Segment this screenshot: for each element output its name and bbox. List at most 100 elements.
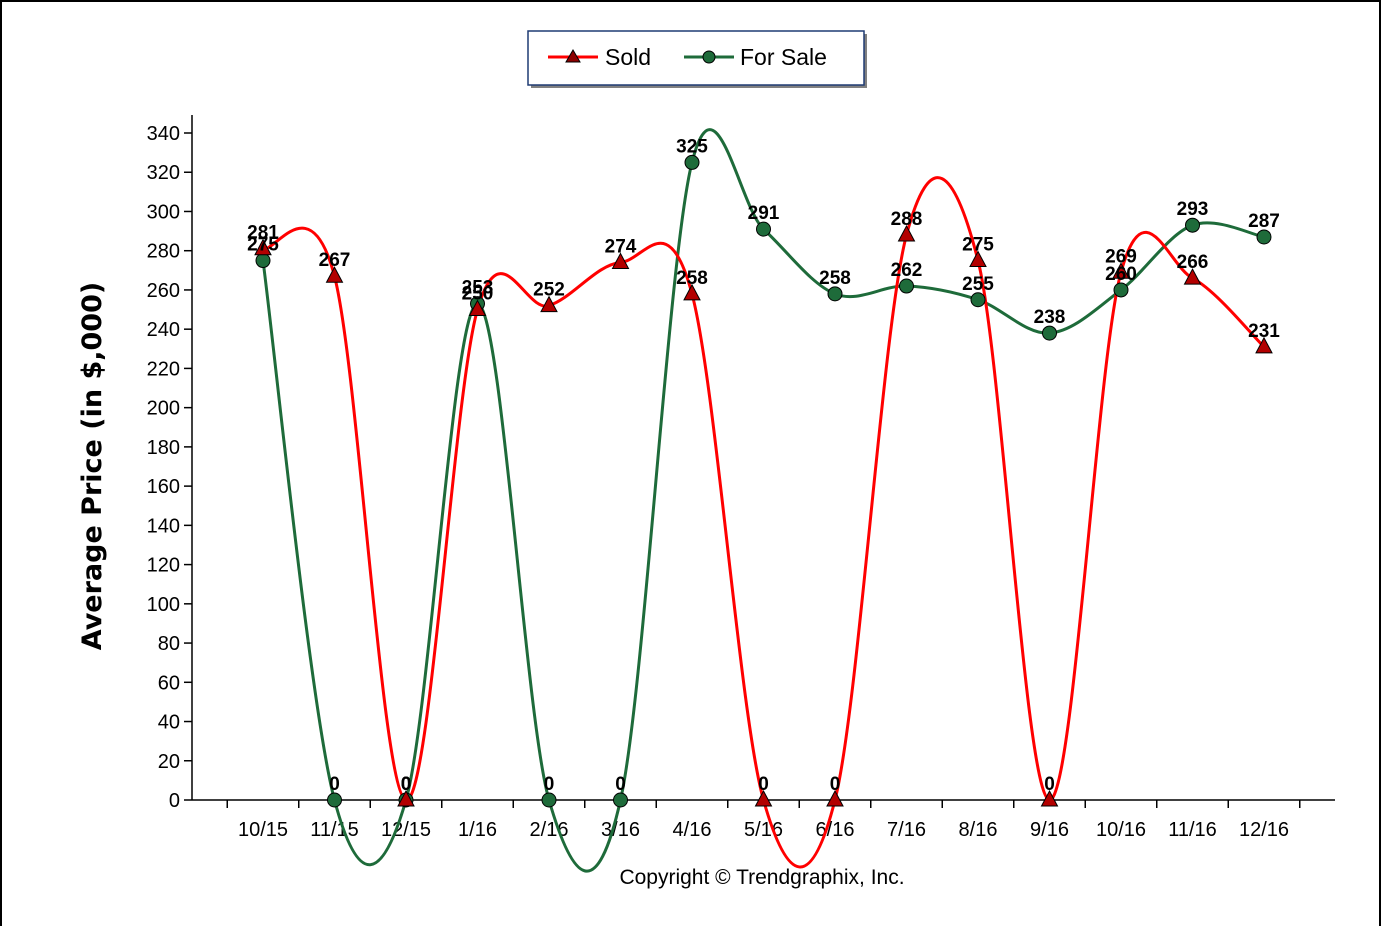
y-tick-label: 140 [147, 515, 180, 537]
data-label-sold: 275 [962, 235, 994, 256]
data-label-for-sale: 287 [1248, 211, 1280, 232]
legend-sold-marker [565, 49, 581, 63]
point-for-sale [827, 286, 843, 302]
data-label-sold: 288 [891, 209, 923, 230]
point-sold [468, 299, 487, 317]
x-tick-label: 7/16 [887, 819, 926, 841]
y-tick-label: 20 [158, 751, 180, 773]
data-label-for-sale: 291 [748, 203, 780, 224]
data-label-sold: 250 [462, 284, 494, 305]
point-sold [1255, 336, 1273, 354]
y-tick-label: 100 [147, 594, 180, 616]
data-label-for-sale: 0 [615, 774, 626, 795]
point-for-sale [327, 792, 342, 808]
x-tick-label: 9/16 [1030, 819, 1069, 841]
point-for-sale [255, 253, 271, 269]
y-tick-label: 80 [158, 633, 180, 655]
y-tick-label: 320 [147, 162, 180, 184]
point-sold [897, 224, 916, 242]
data-label-for-sale: 255 [962, 274, 994, 295]
point-sold [1183, 268, 1202, 285]
point-sold [683, 283, 701, 301]
point-for-sale [1113, 282, 1129, 298]
data-label-for-sale: 325 [676, 136, 708, 157]
point-for-sale [970, 292, 986, 308]
data-label-sold: 252 [533, 280, 565, 301]
point-for-sale [1185, 217, 1200, 233]
point-for-sale [1042, 325, 1057, 341]
data-label-for-sale: 293 [1177, 199, 1209, 220]
series-layer [254, 128, 1273, 873]
data-label-sold: 0 [401, 774, 412, 795]
point-for-sale [613, 792, 628, 808]
legend-for-sale-label: For Sale [740, 44, 827, 70]
y-tick-label: 120 [147, 555, 180, 577]
data-label-sold: 281 [247, 223, 279, 244]
point-for-sale [541, 792, 557, 808]
series-line-sold [262, 176, 1266, 869]
data-label-sold: 267 [319, 250, 351, 271]
y-tick-label: 160 [147, 476, 180, 498]
data-label-sold: 266 [1177, 252, 1209, 273]
point-sold [397, 789, 415, 807]
data-label-sold: 258 [676, 268, 708, 289]
y-tick-label: 0 [169, 790, 180, 812]
y-tick-label: 260 [147, 280, 180, 302]
x-tick-label: 6/16 [816, 819, 855, 841]
point-for-sale [1256, 229, 1272, 245]
data-label-for-sale: 0 [329, 774, 340, 795]
x-tick-label: 12/15 [381, 819, 431, 841]
y-tick-label: 40 [158, 712, 180, 734]
y-tick-label: 220 [147, 358, 180, 380]
data-label-sold: 274 [605, 236, 637, 257]
y-tick-label: 300 [147, 201, 180, 223]
data-label-for-sale: 0 [401, 774, 412, 795]
x-tick-label: 10/16 [1096, 819, 1146, 841]
point-sold [325, 266, 344, 283]
y-axis-label: Average Price (in $,000) [77, 282, 108, 650]
legend-sold-label: Sold [605, 44, 651, 70]
y-tick-label: 280 [147, 241, 180, 263]
copyright-text: Copyright © Trendgraphix, Inc. [619, 866, 904, 889]
y-tick-label: 200 [147, 398, 180, 420]
y-tick-label: 240 [147, 319, 180, 341]
data-label-for-sale: 0 [544, 774, 555, 795]
axes: 0 20 40 60 80 100 120 140 160 180 200 220 240 260 280 3… [147, 115, 1335, 841]
point-sold [540, 295, 558, 313]
point-sold [1040, 789, 1059, 807]
point-for-sale [684, 154, 700, 170]
x-tick-label: 3/16 [601, 819, 640, 841]
x-tick-label: 11/16 [1168, 819, 1217, 841]
data-label-for-sale: 260 [1105, 264, 1137, 285]
point-sold [611, 252, 630, 269]
data-label-sold: 0 [830, 774, 841, 795]
data-label-for-sale: 262 [891, 260, 923, 281]
x-tick-label: 12/16 [1239, 819, 1289, 841]
x-tick-label: 2/16 [530, 819, 569, 841]
data-label-sold: 0 [758, 774, 769, 795]
y-tick-label: 180 [147, 437, 180, 459]
y-tick-label: 340 [147, 123, 180, 145]
data-label-for-sale: 275 [247, 235, 279, 256]
point-sold [754, 789, 773, 807]
data-label-sold: 231 [1248, 321, 1280, 342]
x-tick-label: 5/16 [744, 819, 783, 841]
data-label-for-sale: 258 [819, 268, 851, 289]
x-tick-label: 1/16 [458, 819, 497, 841]
series-line-for-sale [261, 128, 1265, 873]
point-sold [1112, 262, 1130, 279]
data-labels: 275 0 0 253 0 0 325 291 258 262 255 238 260 293 287 281… [247, 136, 1280, 795]
data-label-sold: 269 [1105, 246, 1137, 267]
y-tick-label: 60 [158, 672, 180, 694]
x-tick-label: 4/16 [673, 819, 712, 841]
data-label-for-sale: 253 [462, 278, 494, 299]
data-label-sold: 0 [1044, 774, 1055, 795]
point-sold [254, 238, 272, 256]
x-tick-label: 11/15 [310, 819, 359, 841]
legend-for-sale-marker [702, 50, 716, 64]
point-for-sale [899, 278, 914, 294]
point-for-sale [756, 221, 771, 237]
point-sold [969, 250, 987, 268]
data-label-for-sale: 238 [1034, 307, 1066, 328]
